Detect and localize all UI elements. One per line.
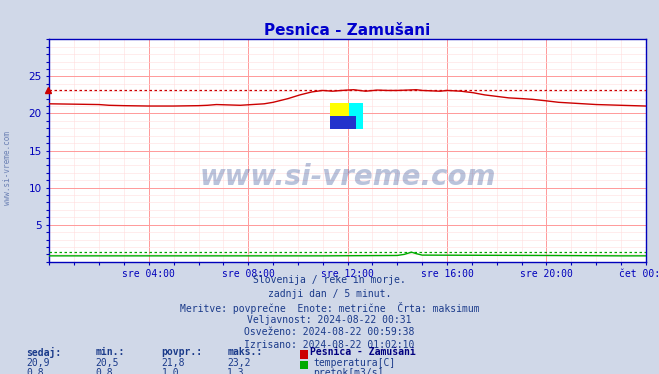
Text: 20,5: 20,5 (96, 358, 119, 368)
Text: min.:: min.: (96, 347, 125, 357)
Text: www.si-vreme.com: www.si-vreme.com (200, 163, 496, 191)
Text: www.si-vreme.com: www.si-vreme.com (3, 131, 13, 205)
Text: zadnji dan / 5 minut.: zadnji dan / 5 minut. (268, 289, 391, 299)
Text: sedaj:: sedaj: (26, 347, 61, 358)
Text: Pesnica - Zamušani: Pesnica - Zamušani (310, 347, 415, 357)
Text: temperatura[C]: temperatura[C] (313, 358, 395, 368)
Text: 0,8: 0,8 (26, 368, 44, 374)
Text: Izrisano: 2024-08-22 01:02:10: Izrisano: 2024-08-22 01:02:10 (244, 340, 415, 350)
Text: maks.:: maks.: (227, 347, 262, 357)
Text: 23,2: 23,2 (227, 358, 251, 368)
Text: 21,8: 21,8 (161, 358, 185, 368)
Text: 1,0: 1,0 (161, 368, 179, 374)
Text: 20,9: 20,9 (26, 358, 50, 368)
Text: povpr.:: povpr.: (161, 347, 202, 357)
Text: Veljavnost: 2024-08-22 00:31: Veljavnost: 2024-08-22 00:31 (247, 315, 412, 325)
Title: Pesnica - Zamušani: Pesnica - Zamušani (264, 23, 431, 38)
Text: pretok[m3/s]: pretok[m3/s] (313, 368, 384, 374)
Text: Slovenija / reke in morje.: Slovenija / reke in morje. (253, 275, 406, 285)
Text: 0,8: 0,8 (96, 368, 113, 374)
Text: Osveženo: 2024-08-22 00:59:38: Osveženo: 2024-08-22 00:59:38 (244, 327, 415, 337)
Text: Meritve: povprečne  Enote: metrične  Črta: maksimum: Meritve: povprečne Enote: metrične Črta:… (180, 302, 479, 314)
Text: 1,3: 1,3 (227, 368, 245, 374)
